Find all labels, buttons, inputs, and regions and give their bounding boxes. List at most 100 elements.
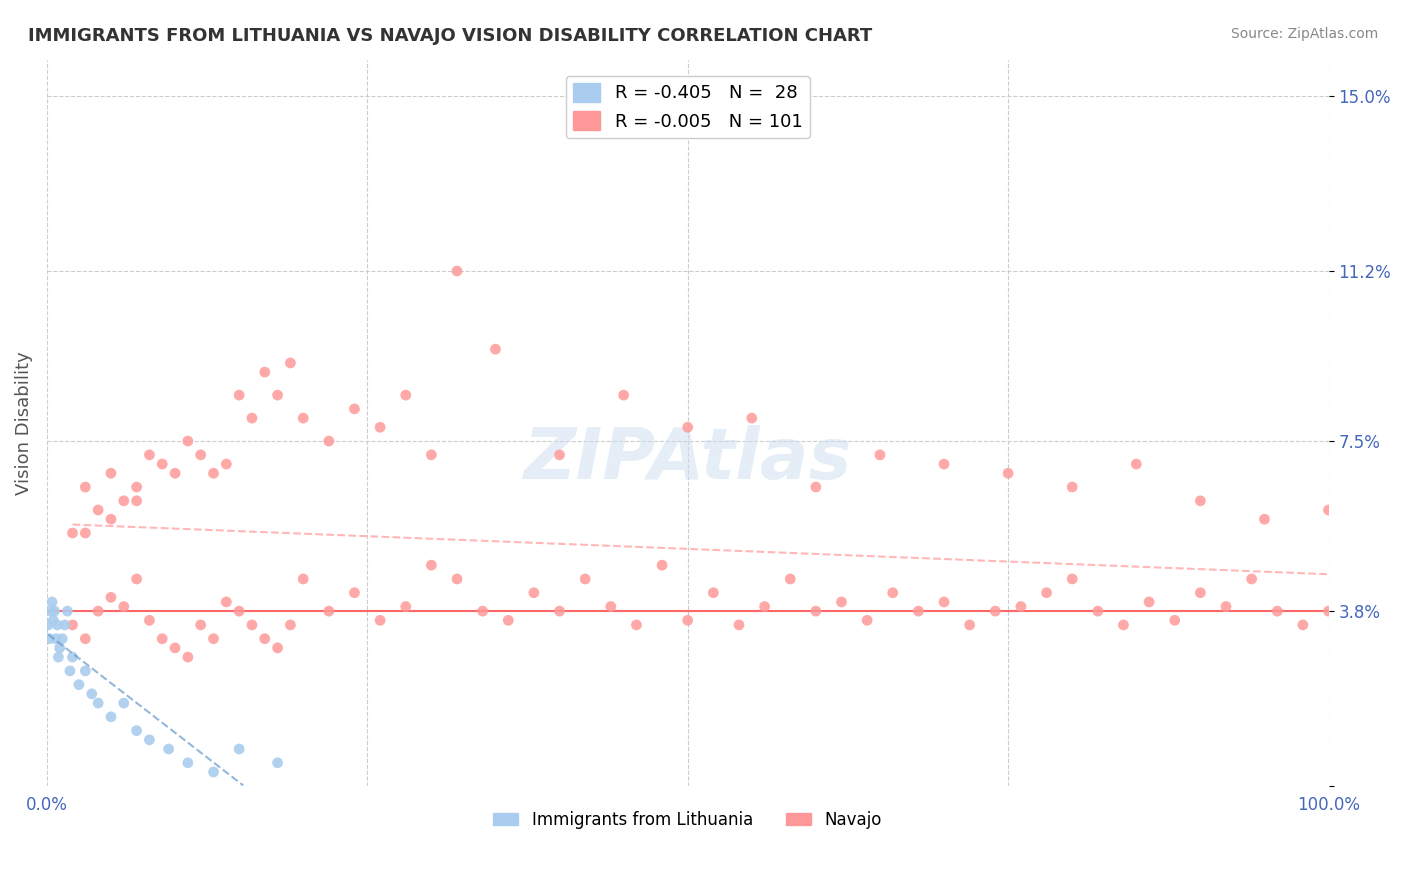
Legend: Immigrants from Lithuania, Navajo: Immigrants from Lithuania, Navajo — [486, 805, 889, 836]
Point — [62, 618, 84, 632]
Point — [984, 604, 1007, 618]
Point — [368, 613, 391, 627]
Point — [75, 632, 97, 646]
Point — [318, 604, 340, 618]
Text: Source: ZipAtlas.com: Source: ZipAtlas.com — [1230, 27, 1378, 41]
Point — [112, 696, 135, 710]
Point — [253, 632, 276, 646]
Point — [215, 457, 238, 471]
Point — [41, 595, 63, 609]
Point — [75, 664, 97, 678]
Point — [125, 572, 148, 586]
Point — [599, 599, 621, 614]
Point — [395, 388, 418, 402]
Point — [1062, 480, 1084, 494]
Point — [1137, 595, 1160, 609]
Point — [907, 604, 929, 618]
Point — [177, 650, 200, 665]
Point — [48, 640, 70, 655]
Point — [446, 264, 468, 278]
Point — [420, 558, 443, 573]
Point — [779, 572, 801, 586]
Point — [45, 632, 67, 646]
Point — [1265, 604, 1288, 618]
Point — [42, 613, 65, 627]
Point — [1317, 604, 1340, 618]
Point — [150, 457, 173, 471]
Point — [676, 613, 699, 627]
Point — [150, 632, 173, 646]
Point — [318, 434, 340, 448]
Point — [676, 420, 699, 434]
Point — [1010, 599, 1032, 614]
Point — [87, 696, 110, 710]
Point — [228, 742, 250, 756]
Point — [368, 420, 391, 434]
Point — [343, 401, 366, 416]
Point — [959, 618, 981, 632]
Point — [44, 604, 66, 618]
Point — [741, 411, 763, 425]
Point — [67, 678, 90, 692]
Point — [1087, 604, 1109, 618]
Point — [228, 388, 250, 402]
Point — [446, 572, 468, 586]
Point — [523, 586, 546, 600]
Point — [1189, 586, 1212, 600]
Point — [240, 618, 263, 632]
Point — [125, 493, 148, 508]
Point — [702, 586, 724, 600]
Point — [240, 411, 263, 425]
Point — [754, 599, 776, 614]
Point — [266, 388, 288, 402]
Point — [280, 618, 302, 632]
Point — [59, 664, 82, 678]
Point — [75, 480, 97, 494]
Point — [125, 480, 148, 494]
Point — [38, 632, 60, 646]
Point — [1253, 512, 1275, 526]
Point — [997, 467, 1019, 481]
Point — [1164, 613, 1187, 627]
Point — [869, 448, 891, 462]
Point — [613, 388, 636, 402]
Point — [498, 613, 520, 627]
Point — [1125, 457, 1147, 471]
Point — [190, 618, 212, 632]
Point — [75, 526, 97, 541]
Point — [177, 434, 200, 448]
Point — [87, 503, 110, 517]
Point — [100, 467, 122, 481]
Point — [39, 604, 62, 618]
Point — [343, 586, 366, 600]
Point — [48, 650, 70, 665]
Point — [856, 613, 879, 627]
Point — [87, 604, 110, 618]
Point — [804, 604, 827, 618]
Point — [37, 618, 59, 632]
Point — [1062, 572, 1084, 586]
Point — [215, 595, 238, 609]
Point — [804, 480, 827, 494]
Point — [125, 723, 148, 738]
Point — [1317, 503, 1340, 517]
Point — [484, 342, 506, 356]
Point — [253, 365, 276, 379]
Point — [1189, 493, 1212, 508]
Point — [177, 756, 200, 770]
Point — [138, 732, 160, 747]
Point — [202, 632, 225, 646]
Point — [574, 572, 596, 586]
Point — [46, 618, 69, 632]
Point — [1035, 586, 1057, 600]
Point — [100, 512, 122, 526]
Point — [548, 604, 571, 618]
Point — [1215, 599, 1237, 614]
Point — [100, 710, 122, 724]
Point — [266, 756, 288, 770]
Point — [292, 411, 315, 425]
Point — [165, 640, 187, 655]
Point — [53, 618, 76, 632]
Text: IMMIGRANTS FROM LITHUANIA VS NAVAJO VISION DISABILITY CORRELATION CHART: IMMIGRANTS FROM LITHUANIA VS NAVAJO VISI… — [28, 27, 872, 45]
Point — [138, 448, 160, 462]
